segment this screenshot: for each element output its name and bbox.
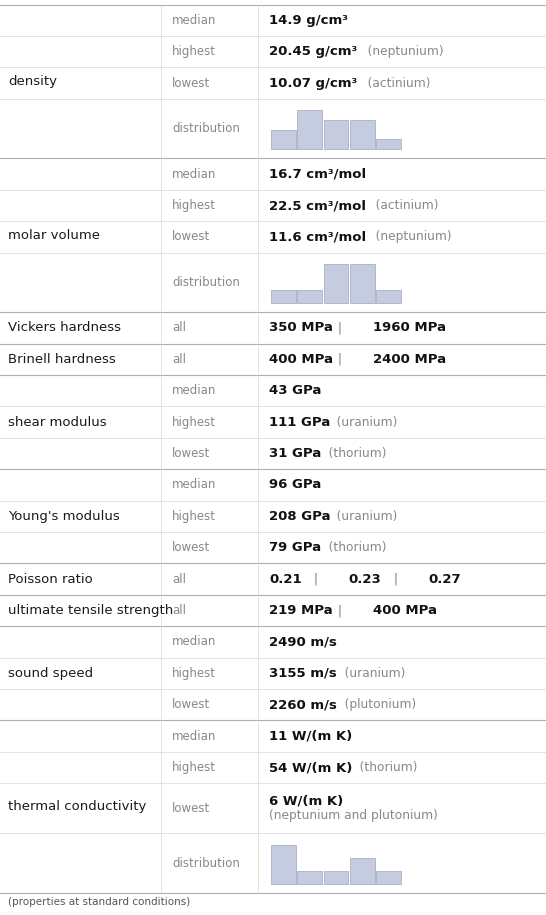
Text: 1960 MPa: 1960 MPa — [372, 321, 446, 335]
Bar — [324, 120, 348, 149]
Text: median: median — [172, 384, 216, 397]
Text: median: median — [172, 635, 216, 649]
Text: 11.6 cm³/mol: 11.6 cm³/mol — [269, 231, 366, 243]
Text: lowest: lowest — [172, 802, 210, 815]
Text: median: median — [172, 167, 216, 180]
Text: 96 GPa: 96 GPa — [269, 479, 322, 491]
Text: highest: highest — [172, 415, 216, 428]
Text: distribution: distribution — [172, 276, 240, 289]
Text: shear modulus: shear modulus — [8, 415, 107, 428]
Bar — [350, 857, 375, 884]
Text: 400 MPa: 400 MPa — [269, 353, 333, 366]
Text: median: median — [172, 729, 216, 743]
Text: all: all — [172, 573, 186, 586]
Text: sound speed: sound speed — [8, 667, 93, 680]
Text: (plutonium): (plutonium) — [333, 698, 416, 711]
Text: 11 W/(m K): 11 W/(m K) — [269, 729, 352, 743]
Text: (thorium): (thorium) — [317, 447, 386, 460]
Text: Poisson ratio: Poisson ratio — [8, 573, 93, 586]
Text: all: all — [172, 353, 186, 366]
Text: molar volume: molar volume — [8, 229, 100, 242]
Text: (actinium): (actinium) — [356, 77, 431, 90]
Bar — [271, 845, 296, 884]
Text: 111 GPa: 111 GPa — [269, 415, 330, 428]
Text: distribution: distribution — [172, 856, 240, 870]
Text: 208 GPa: 208 GPa — [269, 510, 331, 522]
Text: Young's modulus: Young's modulus — [8, 510, 120, 522]
Text: thermal conductivity: thermal conductivity — [8, 801, 146, 813]
Text: Vickers hardness: Vickers hardness — [8, 321, 121, 335]
Text: 350 MPa: 350 MPa — [269, 321, 333, 335]
Text: lowest: lowest — [172, 231, 210, 243]
Bar — [298, 110, 322, 149]
Text: 54 W/(m K): 54 W/(m K) — [269, 761, 353, 774]
Text: (uranium): (uranium) — [324, 510, 397, 522]
Text: lowest: lowest — [172, 447, 210, 460]
Text: 20.45 g/cm³: 20.45 g/cm³ — [269, 45, 358, 59]
Text: lowest: lowest — [172, 698, 210, 711]
Text: median: median — [172, 479, 216, 491]
Text: 10.07 g/cm³: 10.07 g/cm³ — [269, 77, 358, 90]
Text: 0.23: 0.23 — [349, 573, 382, 586]
Bar — [376, 139, 401, 149]
Text: 400 MPa: 400 MPa — [372, 604, 437, 617]
Text: (neptunium): (neptunium) — [364, 231, 452, 243]
Text: all: all — [172, 321, 186, 335]
Bar — [350, 264, 375, 303]
Bar — [376, 290, 401, 303]
Text: (thorium): (thorium) — [317, 542, 386, 554]
Bar — [376, 871, 401, 884]
Text: 79 GPa: 79 GPa — [269, 542, 321, 554]
Text: density: density — [8, 75, 57, 88]
Text: median: median — [172, 14, 216, 27]
Bar — [324, 264, 348, 303]
Text: (neptunium and plutonium): (neptunium and plutonium) — [269, 809, 438, 822]
Text: 31 GPa: 31 GPa — [269, 447, 322, 460]
Text: all: all — [172, 604, 186, 617]
Text: 16.7 cm³/mol: 16.7 cm³/mol — [269, 167, 366, 180]
Text: 22.5 cm³/mol: 22.5 cm³/mol — [269, 199, 366, 212]
Text: |: | — [324, 604, 354, 617]
Bar — [271, 290, 296, 303]
Text: |: | — [381, 573, 411, 586]
Text: (properties at standard conditions): (properties at standard conditions) — [8, 897, 191, 907]
Text: 43 GPa: 43 GPa — [269, 384, 322, 397]
Bar — [271, 130, 296, 149]
Bar — [350, 120, 375, 149]
Text: (thorium): (thorium) — [348, 761, 418, 774]
Text: highest: highest — [172, 199, 216, 212]
Text: ultimate tensile strength: ultimate tensile strength — [8, 604, 174, 617]
Text: (actinium): (actinium) — [364, 199, 438, 212]
Text: 219 MPa: 219 MPa — [269, 604, 333, 617]
Text: |: | — [301, 573, 331, 586]
Text: highest: highest — [172, 667, 216, 680]
Text: highest: highest — [172, 761, 216, 774]
Text: 2400 MPa: 2400 MPa — [372, 353, 446, 366]
Text: Brinell hardness: Brinell hardness — [8, 353, 116, 366]
Text: distribution: distribution — [172, 122, 240, 135]
Text: 14.9 g/cm³: 14.9 g/cm³ — [269, 14, 348, 27]
Text: 6 W/(m K): 6 W/(m K) — [269, 795, 343, 808]
Text: lowest: lowest — [172, 542, 210, 554]
Text: highest: highest — [172, 45, 216, 59]
Text: (uranium): (uranium) — [333, 667, 405, 680]
Text: lowest: lowest — [172, 77, 210, 90]
Text: 0.27: 0.27 — [429, 573, 461, 586]
Bar — [298, 871, 322, 884]
Text: |: | — [324, 321, 354, 335]
Text: 0.21: 0.21 — [269, 573, 302, 586]
Text: 3155 m/s: 3155 m/s — [269, 667, 337, 680]
Text: (uranium): (uranium) — [324, 415, 397, 428]
Text: |: | — [324, 353, 354, 366]
Bar — [324, 871, 348, 884]
Bar — [298, 290, 322, 303]
Text: 2260 m/s: 2260 m/s — [269, 698, 337, 711]
Text: highest: highest — [172, 510, 216, 522]
Text: (neptunium): (neptunium) — [356, 45, 444, 59]
Text: 2490 m/s: 2490 m/s — [269, 635, 337, 649]
